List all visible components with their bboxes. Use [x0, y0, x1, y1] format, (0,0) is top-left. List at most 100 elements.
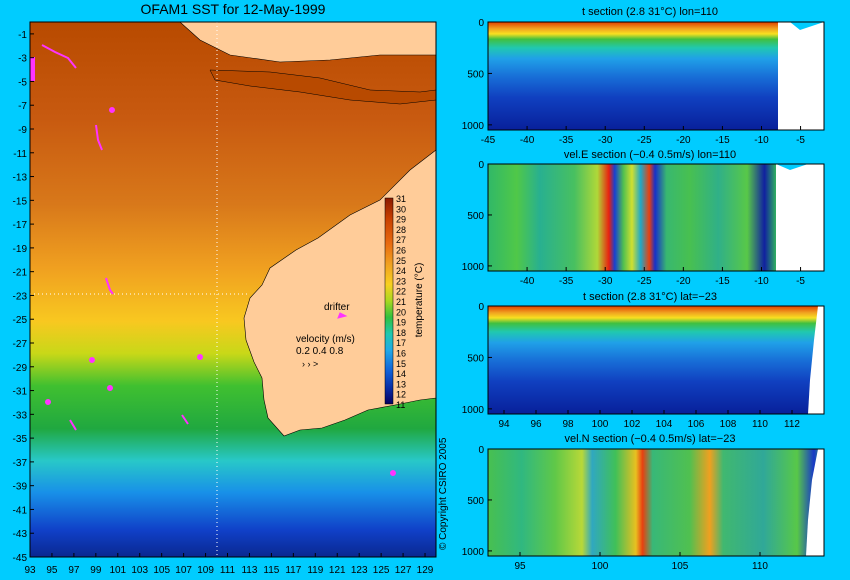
drifter-track — [181, 414, 189, 425]
panel-vel-e: vel.E section (−0.4 0.5m/s) lon=110 0 500… — [462, 149, 825, 287]
panel-title: t section (2.8 31°C) lon=110 — [582, 6, 718, 18]
lon-tick-label: 121 — [329, 565, 346, 576]
panel-title: vel.E section (−0.4 0.5m/s) lon=110 — [564, 149, 736, 161]
lat-tick-label: -17 — [13, 220, 28, 231]
lat-tick-label: -1 — [18, 30, 27, 41]
x-tick-label: 95 — [514, 561, 526, 572]
colorbar-tick-label: 19 — [396, 318, 406, 328]
x-tick-label: 98 — [562, 419, 574, 430]
drifter-point — [197, 354, 203, 360]
lat-tick-label: -35 — [13, 434, 28, 445]
drifter-point — [107, 385, 113, 391]
drifter-point — [109, 107, 115, 113]
panel-frame — [487, 21, 825, 131]
x-tick-label: -5 — [796, 276, 805, 287]
colorbar-tick-label: 14 — [396, 369, 406, 379]
x-tick-label: -40 — [520, 135, 535, 146]
lon-tick-label: 97 — [68, 565, 80, 576]
x-tick-label: -25 — [637, 276, 652, 287]
drifter-track — [105, 277, 114, 295]
drifter-point — [45, 399, 51, 405]
lat-tick-label: -7 — [18, 101, 27, 112]
depth-tick-label: 500 — [467, 69, 484, 80]
panel-land — [806, 449, 824, 556]
colorbar-tick-label: 24 — [396, 266, 406, 276]
lon-tick-label: 123 — [351, 565, 368, 576]
lon-tick-label: 111 — [220, 565, 236, 576]
lat-tick-label: -15 — [13, 196, 28, 207]
lat-tick-label: -31 — [13, 387, 28, 398]
colorbar-tick-label: 13 — [396, 379, 406, 389]
colorbar-tick-label: 29 — [396, 215, 406, 225]
depth-tick-label: 0 — [478, 160, 484, 171]
x-tick-label: -10 — [754, 276, 769, 287]
colorbar-tick-label: 26 — [396, 246, 406, 256]
lon-tick-label: 93 — [24, 565, 36, 576]
lat-tick-label: -11 — [13, 149, 27, 160]
depth-tick-label: 1000 — [462, 547, 485, 558]
lat-tick-label: -5 — [18, 77, 27, 88]
lat-tick-label: -21 — [13, 268, 28, 279]
colorbar-tick-label: 21 — [396, 297, 406, 307]
lat-tick-label: -39 — [13, 482, 28, 493]
lat-tick-label: -23 — [13, 291, 28, 302]
colorbar-tick-label: 20 — [396, 307, 406, 317]
lat-tick-label: -45 — [13, 553, 28, 564]
panel-field — [488, 164, 776, 271]
drifter-label: drifter — [324, 302, 350, 313]
velocity-scale: 0.2 0.4 0.8 — [296, 346, 344, 357]
lon-tick-label: 129 — [417, 565, 434, 576]
panel-title: t section (2.8 31°C) lat=−23 — [583, 291, 717, 303]
panel-title: vel.N section (−0.4 0.5m/s) lat=−23 — [565, 433, 736, 445]
depth-tick-label: 1000 — [462, 405, 485, 416]
lon-tick-label: 113 — [241, 565, 257, 576]
x-tick-label: 108 — [720, 419, 737, 430]
drifter-tracks — [30, 44, 396, 476]
panel-frame — [487, 305, 825, 415]
lon-tick-label: 117 — [285, 565, 301, 576]
lat-tick-label: -3 — [18, 54, 27, 65]
depth-tick-label: 1000 — [462, 121, 485, 132]
x-tick-label: 110 — [752, 419, 768, 430]
x-tick-label: 105 — [672, 561, 689, 572]
x-tick-label: 110 — [752, 561, 768, 572]
x-tick-label: -20 — [676, 276, 691, 287]
colorbar-tick-label: 17 — [396, 338, 406, 348]
copyright: © Copyright CSIRO 2005 — [438, 437, 449, 550]
x-tick-label: -10 — [754, 135, 769, 146]
x-tick-label: -15 — [715, 276, 730, 287]
lon-tick-label: 125 — [373, 565, 390, 576]
lon-tick-label: 99 — [90, 565, 102, 576]
colorbar-label: temperature (°C) — [414, 263, 425, 338]
panel-t-lon: t section (2.8 31°C) lon=110 0 500 1000 -4… — [462, 6, 825, 146]
map-frame — [29, 21, 437, 558]
x-tick-label: -45 — [481, 135, 496, 146]
depth-tick-label: 500 — [467, 353, 484, 364]
lat-tick-label: -41 — [13, 505, 28, 516]
x-tick-label: -30 — [598, 276, 613, 287]
drifter-point — [89, 357, 95, 363]
x-tick-label: 102 — [624, 419, 641, 430]
drifter-track — [69, 419, 77, 431]
panel-frame — [487, 448, 825, 557]
x-tick-label: 106 — [688, 419, 705, 430]
lon-tick-label: 115 — [263, 565, 279, 576]
sst-map: OFAM1 SST for 12-May-1999 -1-3- — [13, 1, 449, 576]
velocity-label: velocity (m/s) — [296, 334, 355, 345]
lat-tick-label: -19 — [13, 244, 28, 255]
lat-tick-label: -9 — [18, 125, 27, 136]
longitude-axis: 93 95 97 99 101 103 105 107 109 111 113 115 117 119 12… — [24, 553, 434, 576]
panel-land — [776, 164, 824, 271]
depth-tick-label: 500 — [467, 496, 484, 507]
x-tick-label: 100 — [592, 419, 609, 430]
panel-frame — [487, 163, 825, 272]
lon-tick-label: 107 — [175, 565, 192, 576]
x-tick-label: 112 — [784, 419, 800, 430]
lat-tick-label: -27 — [13, 339, 28, 350]
drifter-track — [95, 124, 103, 151]
colorbar-tick-label: 28 — [396, 225, 406, 235]
lon-tick-label: 105 — [153, 565, 170, 576]
panel-land — [778, 22, 824, 130]
lon-tick-label: 95 — [46, 565, 58, 576]
